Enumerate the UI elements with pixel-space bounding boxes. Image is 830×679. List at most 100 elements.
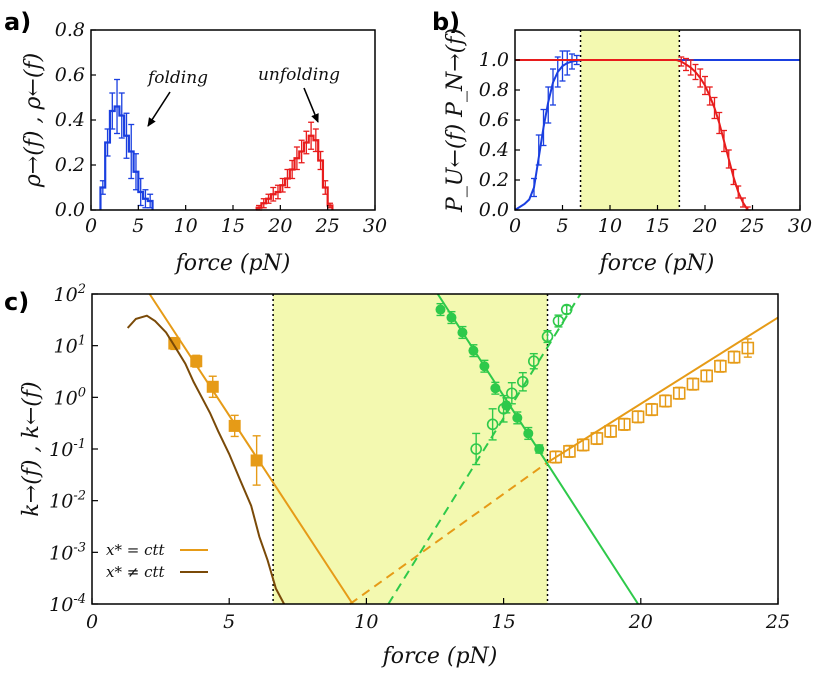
- panel-a-xtick-label: 0: [85, 215, 97, 237]
- panel-c-ytick-base: 10: [49, 439, 73, 461]
- panel-a-ylabel: ρ→(f) , ρ←(f): [21, 53, 46, 188]
- panel-c-marker-open-square: [645, 403, 659, 416]
- panel-b-xtick-label: 0: [509, 215, 521, 237]
- panel-c-marker-open-square: [604, 425, 617, 438]
- panel-b-ytick-label: 0.4: [479, 139, 509, 161]
- annotation-unfolding-arrow: [303, 87, 319, 123]
- panel-c-xtick-label: 25: [765, 611, 790, 633]
- panel-b-ytick-label: 0.8: [479, 79, 509, 101]
- panel-c-marker-open-square: [672, 386, 686, 400]
- panel-b-ylabel: P_U←(f) P_N→(f): [443, 28, 468, 213]
- panel-c-marker-open-square: [741, 341, 755, 355]
- panel-c-ytick-exponent: -2: [73, 489, 86, 504]
- panel-c-marker-open-square: [631, 410, 645, 424]
- panel-c-ytick-label: 10-4: [49, 592, 86, 616]
- panel-a-xtick-label: 15: [221, 215, 245, 237]
- panel-b-xtick-label: 5: [556, 215, 568, 237]
- panel-c-ytick-exponent: 1: [78, 334, 86, 349]
- panel-c-xtick-label: 10: [354, 611, 378, 633]
- panel-b-xtick-label: 15: [645, 215, 669, 237]
- panel-c-marker-open-square: [618, 418, 631, 431]
- panel-c-ytick-label: 10-1: [49, 437, 86, 461]
- panel-c-marker-open-circle: [486, 418, 499, 431]
- panel-a-xtick-label: 10: [174, 215, 198, 237]
- panel-c-line-orange-fit-line: [148, 293, 354, 605]
- panel-c-marker-open-circle: [506, 387, 518, 400]
- annotation-unfolding: unfolding: [258, 65, 340, 85]
- panel-a-axes-frame: [90, 29, 376, 211]
- panel-c-marker-open-square: [590, 432, 604, 445]
- panel-a-xtick-label: 25: [315, 215, 340, 237]
- panel-b: b) 0 5 10 15 20 25 30 0.0 0.2 0.4 0.6 0.8 1.0 force …: [432, 8, 812, 276]
- panel-a-ytick-label: 0.2: [55, 154, 85, 176]
- panel-c-marker-open-circle: [541, 330, 554, 343]
- panel-b-xtick-label: 10: [598, 215, 622, 237]
- panel-a-ytick-label: 0.4: [55, 109, 85, 131]
- panel-c-ytick-base: 10: [49, 594, 73, 616]
- panel-b-shaded-region: [580, 30, 680, 210]
- panel-c-ytick-label: 10-2: [49, 489, 86, 513]
- panel-c-ytick-base: 10: [49, 491, 73, 513]
- panel-c-ytick-label: 100: [54, 385, 86, 409]
- panel-c-ytick-base: 10: [49, 542, 73, 564]
- panel-c-ytick-exponent: -3: [73, 540, 86, 555]
- panel-c-legend-label: x* ≠ ctt: [106, 563, 165, 581]
- panel-b-xtick-label: 20: [692, 215, 717, 237]
- annotation-folding-arrow: [147, 91, 171, 127]
- panel-c-marker-open-circle: [470, 443, 482, 455]
- panel-b-line-blue-fit: [514, 59, 800, 211]
- panel-b-ytick-label: 0.0: [479, 199, 509, 221]
- panel-b-ytick-label: 1.0: [479, 49, 509, 71]
- panel-c-ytick-base: 10: [54, 387, 78, 409]
- panel-c-marker-open-square: [714, 359, 727, 373]
- panel-c-marker-open-square: [549, 450, 563, 464]
- panel-b-xlabel: force (pN): [598, 251, 715, 276]
- panel-b-xtick-label: 25: [739, 215, 764, 237]
- panel-c-ytick-exponent: -1: [73, 437, 86, 452]
- panel-c-xtick-label: 5: [223, 611, 235, 633]
- panel-a-xlabel: force (pN): [174, 251, 291, 276]
- panel-c-marker-open-square: [700, 369, 713, 383]
- panel-c-marker-filled-square: [206, 380, 219, 393]
- panel-c-line-orange-open-squares-fit: [546, 316, 779, 464]
- panel-c-xtick-label: 15: [492, 611, 516, 633]
- panel-c-legend-label: x* = ctt: [106, 541, 165, 559]
- panel-c-ytick-exponent: -4: [73, 592, 86, 607]
- panel-c-ytick-exponent: 2: [77, 282, 86, 297]
- panel-c-marker-open-square: [727, 350, 741, 364]
- panel-c-ytick-label: 10-3: [49, 540, 86, 564]
- panel-a-xtick-label: 30: [363, 215, 387, 237]
- panel-c-shaded-region: [273, 294, 548, 604]
- panel-b-ytick-label: 0.6: [479, 109, 509, 131]
- panel-c-line-orange-dashed-extrapolation: [349, 461, 549, 605]
- panel-c-xtick-label: 20: [628, 611, 653, 633]
- panel-a-ytick-label: 0.6: [55, 64, 85, 86]
- panel-c-marker-filled-circle: [435, 304, 446, 315]
- panel-a-ytick-label: 0.0: [55, 199, 85, 221]
- panel-c-label: c): [4, 288, 29, 316]
- panel-c-line-green-solid-fit: [436, 293, 639, 605]
- panel-a-xtick-label: 5: [132, 215, 144, 237]
- panel-c-xlabel: force (pN): [381, 644, 498, 669]
- panel-c-ytick-label: 101: [54, 334, 86, 358]
- panel-c-ytick-base: 10: [54, 284, 78, 306]
- panel-a-label: a): [4, 8, 31, 36]
- panel-c-line-green-dashed-fit: [387, 293, 582, 605]
- panel-b-xtick-label: 30: [788, 215, 812, 237]
- panel-c-xtick-label: 0: [86, 611, 98, 633]
- panel-c-marker-filled-square: [190, 355, 203, 368]
- panel-c-marker-open-square: [659, 394, 672, 408]
- panel-c-legend: x* = ctt x* ≠ ctt: [106, 541, 208, 581]
- annotation-folding: folding: [146, 68, 208, 88]
- panel-b-label: b): [432, 8, 460, 36]
- panel-a: a) 0 5 10 15 20 25 30 0.0 0.2 0.4 0.6 0.8 force (pN…: [4, 8, 387, 276]
- panel-c-marker-open-square: [686, 377, 700, 391]
- panel-c-ytick-base: 10: [54, 336, 78, 358]
- panel-b-ytick-label: 0.2: [479, 169, 509, 191]
- panel-b-line-red-fit: [515, 59, 749, 211]
- panel-c-ytick-label: 102: [54, 282, 86, 306]
- panel-c-ylabel: k→(f) , k←(f): [19, 381, 44, 516]
- panel-c-line-brown-curve: [126, 314, 285, 605]
